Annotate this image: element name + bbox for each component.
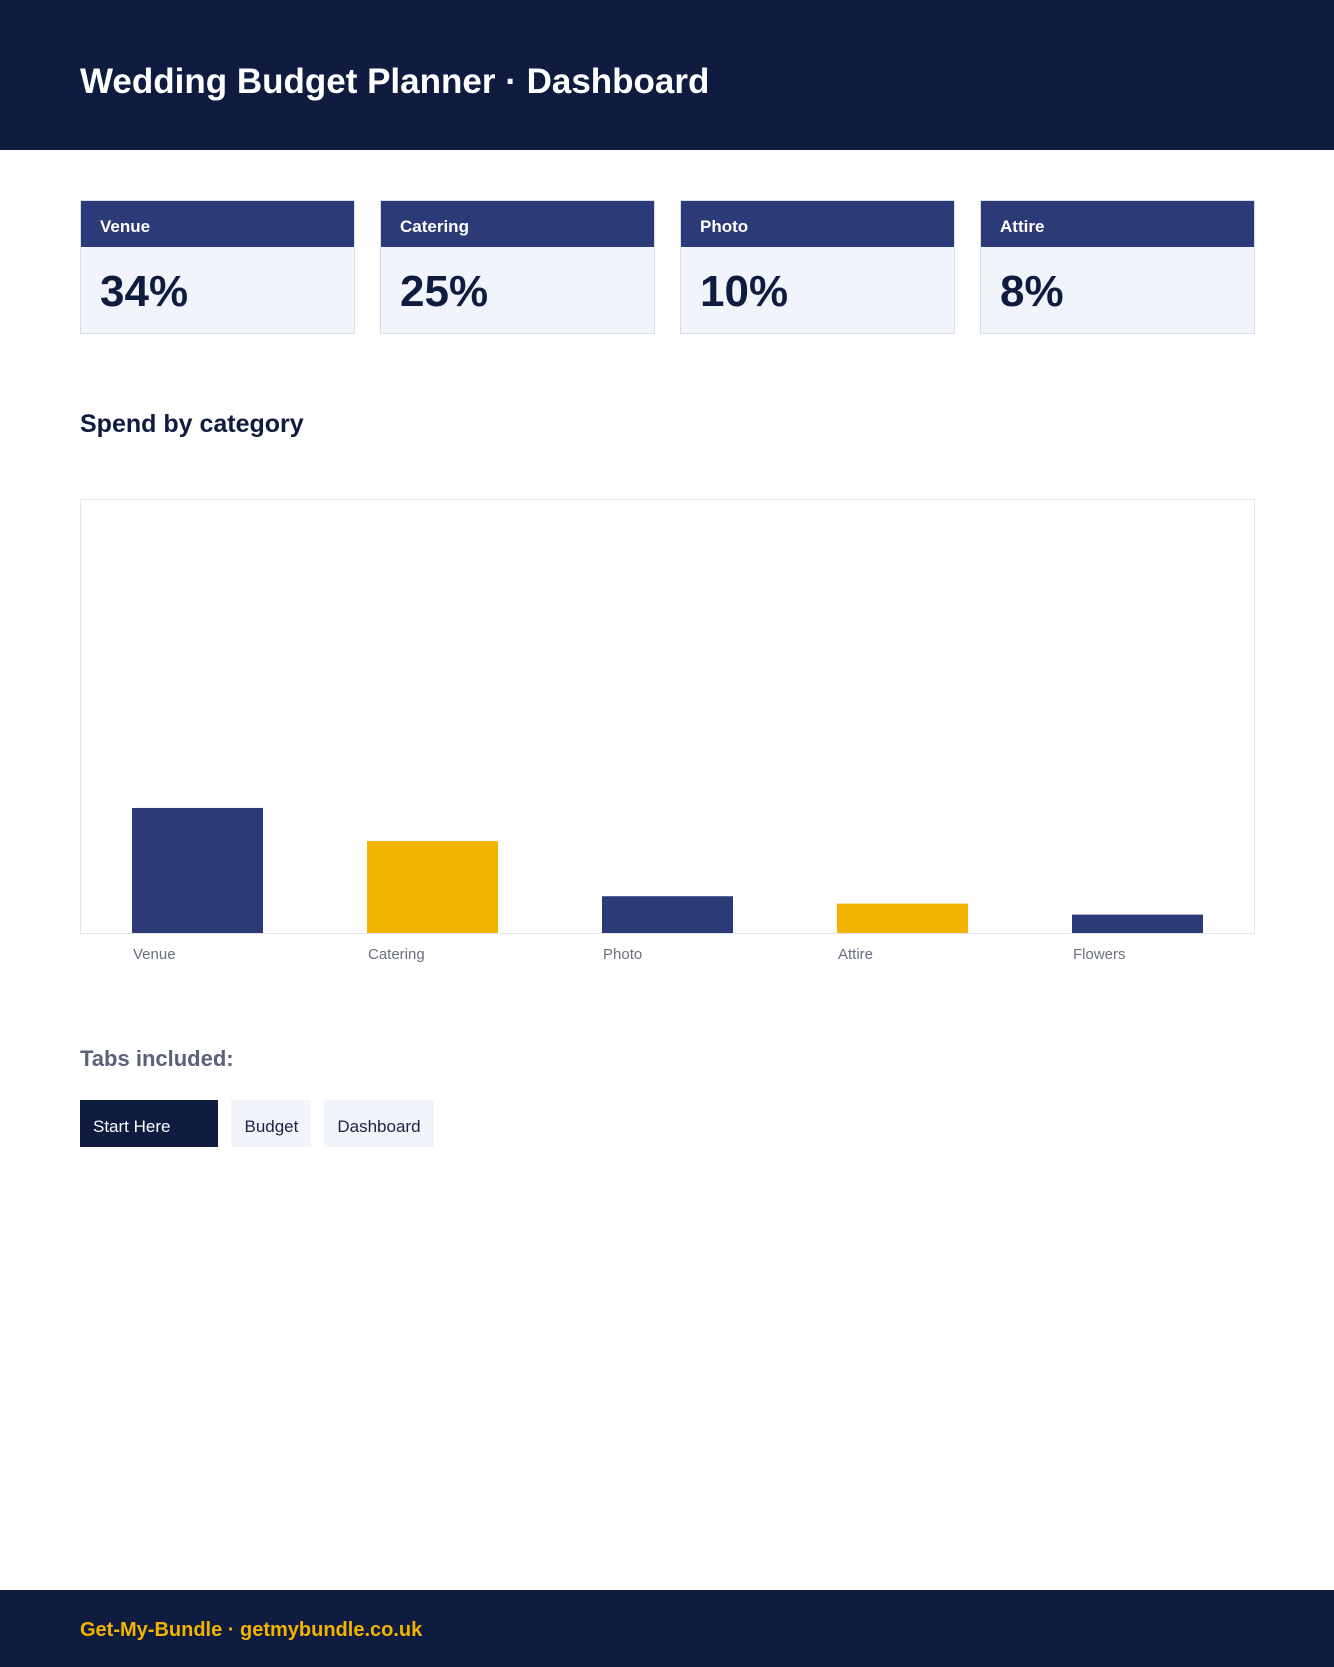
tab-list: Start Here Budget Dashboard <box>80 1100 434 1147</box>
x-tick-label: Photo <box>603 946 642 963</box>
kpi-card-value: 8% <box>1000 267 1064 316</box>
tab-budget[interactable]: Budget <box>231 1100 312 1147</box>
x-tick-label: Attire <box>838 946 873 963</box>
x-tick-label: Catering <box>368 946 425 963</box>
page-header: Wedding Budget Planner · Dashboard <box>0 0 1334 150</box>
kpi-card-value: 34% <box>100 267 189 316</box>
kpi-card-venue: Venue 34% <box>80 200 355 334</box>
page-footer: Get-My-Bundle · getmybundle.co.uk <box>0 1590 1334 1667</box>
chart-section-title: Spend by category <box>80 410 304 438</box>
page-title: Wedding Budget Planner · Dashboard <box>80 62 710 101</box>
tabs-title: Tabs included: <box>80 1046 234 1071</box>
bar-venue <box>132 807 263 933</box>
bar-catering <box>367 841 498 933</box>
kpi-card-catering: Catering 25% <box>380 200 655 334</box>
x-tick-label: Flowers <box>1073 946 1126 963</box>
kpi-card-label: Catering <box>381 201 654 247</box>
kpi-card-value: 10% <box>700 267 789 316</box>
footer-brand-link[interactable]: Get-My-Bundle · getmybundle.co.uk <box>80 1619 423 1641</box>
kpi-card-attire: Attire 8% <box>980 200 1255 334</box>
bar-flowers <box>1072 914 1203 933</box>
kpi-card-label: Attire <box>981 201 1254 247</box>
kpi-card-label: Photo <box>681 201 954 247</box>
x-tick-label: Venue <box>133 946 176 963</box>
spend-bar-chart: Venue Catering Photo Attire Flowers <box>132 807 1203 963</box>
kpi-cards: Venue 34% Catering 25% Photo 10% Attire … <box>80 200 1255 334</box>
chart-frame <box>80 499 1255 934</box>
tab-start-here[interactable]: Start Here <box>80 1100 219 1147</box>
kpi-card-value: 25% <box>400 267 489 316</box>
kpi-card-label: Venue <box>81 201 354 247</box>
bar-photo <box>602 896 733 933</box>
tab-dashboard[interactable]: Dashboard <box>324 1100 434 1147</box>
kpi-card-photo: Photo 10% <box>680 200 955 334</box>
bar-attire <box>837 903 968 933</box>
